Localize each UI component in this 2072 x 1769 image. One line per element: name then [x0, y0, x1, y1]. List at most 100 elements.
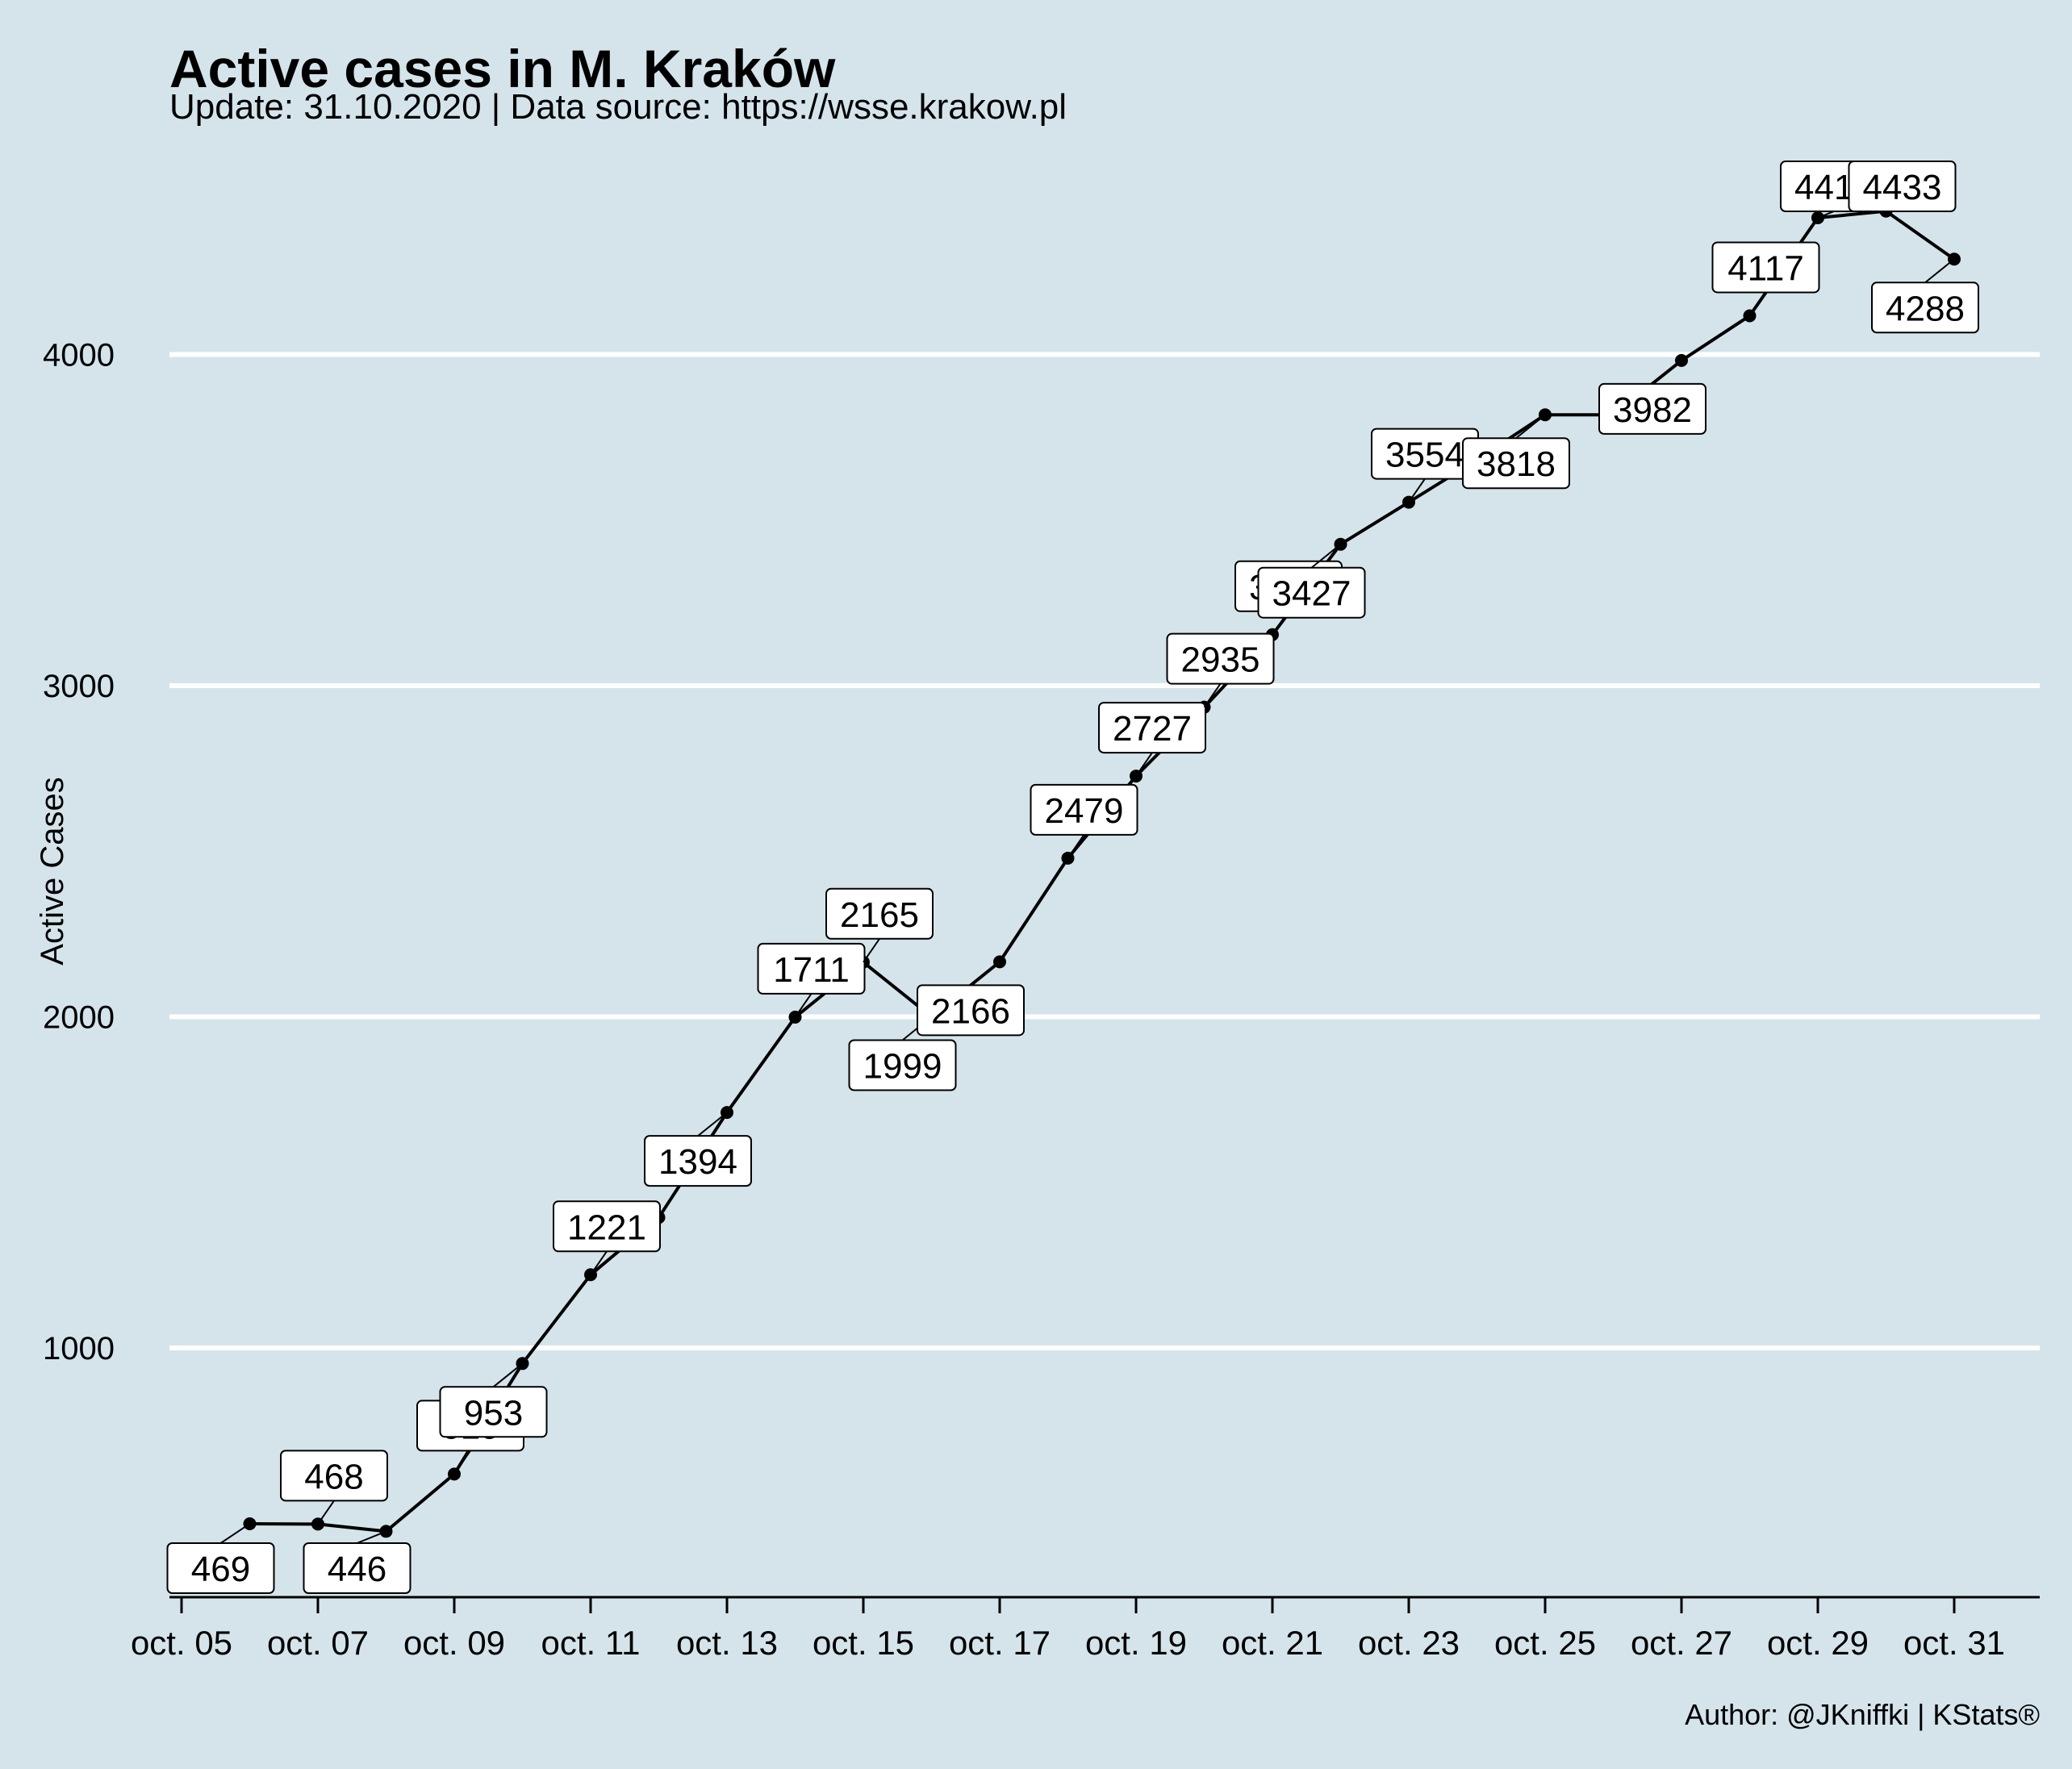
- data-label-text: 3818: [1477, 444, 1556, 484]
- data-label-leader: [697, 1112, 728, 1137]
- x-tick-label: oct. 29: [1767, 1624, 1869, 1662]
- x-tick-label: oct. 27: [1631, 1624, 1732, 1662]
- data-label-leader: [794, 993, 813, 1018]
- chart-subtitle: Update: 31.10.2020 | Data source: https:…: [169, 87, 1067, 127]
- x-tick-label: oct. 21: [1222, 1624, 1323, 1662]
- data-label: 1394: [644, 1112, 752, 1187]
- data-label: 3818: [1462, 414, 1570, 490]
- data-label-leader: [317, 1500, 335, 1525]
- data-label-box: [280, 1450, 388, 1502]
- data-labels: 4694684466199531221139417112165199921662…: [166, 161, 1979, 1594]
- data-label-leader: [219, 1523, 251, 1544]
- data-label-text: 3427: [1272, 574, 1351, 614]
- data-label-box: [757, 942, 866, 995]
- data-label-leader: [1748, 291, 1767, 317]
- data-label-text: 1221: [567, 1208, 646, 1247]
- data-label-box: [1848, 161, 1957, 212]
- data-label-box: [1257, 566, 1366, 619]
- data-label-box: [848, 1039, 957, 1091]
- data-label-text: 446: [328, 1550, 386, 1589]
- data-label: 2935: [1166, 632, 1275, 708]
- data-label-text: 2479: [1045, 791, 1124, 831]
- x-tick-label: oct. 13: [676, 1624, 778, 1662]
- data-label-box: [1462, 437, 1570, 490]
- data-label: 468: [280, 1450, 388, 1525]
- data-label-text: 1711: [773, 950, 850, 990]
- data-label: 2166: [917, 961, 1025, 1037]
- y-tick-label: 4000: [43, 338, 115, 373]
- data-label: 2727: [1098, 702, 1206, 777]
- data-label-leader: [1203, 683, 1222, 708]
- data-label: 469: [166, 1523, 275, 1594]
- data-label-text: 1394: [658, 1142, 737, 1182]
- data-label-leader: [1067, 834, 1085, 859]
- data-label-box: [917, 984, 1025, 1037]
- data-label-text: 953: [464, 1393, 523, 1433]
- data-label-box: [1711, 241, 1820, 294]
- x-tick-label: oct. 25: [1494, 1624, 1596, 1662]
- data-label-box: [1030, 783, 1138, 836]
- data-label-leader: [453, 1450, 471, 1475]
- data-label-leader: [1135, 752, 1153, 777]
- data-label: 3982: [1598, 360, 1706, 435]
- data-label-box: [1098, 702, 1206, 754]
- data-label-text: 3982: [1613, 390, 1692, 430]
- x-tick-label: oct. 23: [1358, 1624, 1460, 1662]
- data-label-box: [1871, 282, 1979, 334]
- data-label-box: [166, 1542, 275, 1594]
- data-label-box: [553, 1200, 661, 1253]
- x-tick-label: oct. 07: [267, 1624, 369, 1662]
- data-label: 953: [439, 1362, 548, 1438]
- chart-caption: Author: @JKniffki | KStats®: [1685, 1698, 2040, 1731]
- data-label-text: 1999: [863, 1047, 942, 1087]
- data-label: 1711: [757, 942, 866, 1018]
- data-label-text: 2727: [1113, 709, 1192, 749]
- data-label-text: 2166: [931, 991, 1010, 1031]
- data-label: 4433: [1848, 161, 1957, 212]
- data-label: 3554: [1371, 428, 1479, 503]
- data-label-text: 3554: [1385, 436, 1464, 475]
- x-tick-label: oct. 19: [1085, 1624, 1187, 1662]
- data-label-box: [825, 887, 934, 940]
- data-label-leader: [1817, 211, 1835, 219]
- gridlines: [169, 352, 2040, 1350]
- data-label: 3427: [1257, 543, 1366, 619]
- data-label-text: 2165: [840, 895, 919, 935]
- data-label-text: 468: [304, 1457, 363, 1496]
- data-label-leader: [1515, 414, 1546, 439]
- data-label-text: 4117: [1727, 248, 1804, 288]
- data-label-leader: [357, 1530, 386, 1544]
- data-label-leader: [1408, 478, 1426, 503]
- data-label-text: 2935: [1181, 640, 1260, 680]
- x-tick-label: oct. 05: [131, 1624, 232, 1662]
- x-tick-label: oct. 09: [403, 1624, 505, 1662]
- data-label-box: [1166, 632, 1275, 685]
- data-label: 446: [303, 1530, 411, 1594]
- y-axis-label: Active Cases: [35, 777, 70, 965]
- data-label: 2479: [1030, 783, 1138, 859]
- data-label-leader: [863, 938, 880, 963]
- x-tick-label: oct. 17: [949, 1624, 1051, 1662]
- data-label: 4117: [1711, 241, 1820, 317]
- data-label-leader: [492, 1362, 524, 1388]
- data-label-leader: [1310, 543, 1342, 569]
- data-label: 2165: [825, 887, 934, 963]
- data-label-text: 4433: [1863, 168, 1942, 207]
- data-label-box: [303, 1542, 411, 1594]
- y-tick-label: 1000: [43, 1331, 115, 1366]
- data-label-box: [644, 1135, 752, 1187]
- x-axis: oct. 05 oct. 07 oct. 09 oct. 11 oct. 13 oct. …: [131, 1596, 2040, 1662]
- data-label-leader: [590, 1250, 608, 1275]
- y-tick-label: 2000: [43, 1000, 115, 1036]
- y-axis-ticks: 1000 2000 3000 4000: [43, 338, 115, 1367]
- data-label-box: [1598, 382, 1706, 435]
- data-label: 1221: [553, 1200, 661, 1275]
- data-label-leader: [1652, 360, 1682, 385]
- x-tick-label: oct. 11: [541, 1624, 641, 1662]
- x-tick-label: oct. 31: [1903, 1624, 2005, 1662]
- x-tick-label: oct. 15: [813, 1624, 914, 1662]
- data-label: 4288: [1871, 258, 1979, 334]
- data-label-leader: [1924, 258, 1955, 284]
- data-label-text: 4288: [1886, 289, 1965, 328]
